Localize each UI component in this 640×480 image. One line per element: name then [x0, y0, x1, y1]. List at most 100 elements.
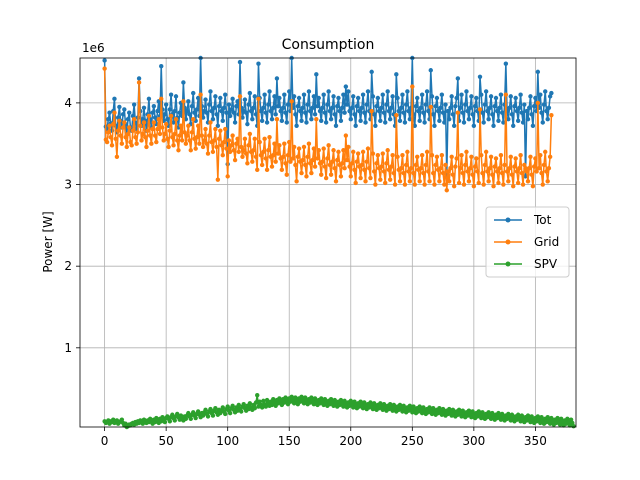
data-point-grid — [256, 96, 261, 102]
data-point-tot — [379, 105, 384, 111]
data-point-grid — [428, 104, 433, 110]
data-point-grid — [533, 156, 538, 161]
series-tot — [102, 55, 554, 179]
data-point-tot — [250, 117, 255, 122]
data-point-grid — [301, 144, 307, 150]
data-point-grid — [150, 126, 155, 132]
data-point-tot — [463, 102, 468, 107]
data-point-grid — [288, 159, 293, 164]
data-point-tot — [396, 108, 401, 114]
data-point-grid — [131, 117, 137, 122]
data-point-tot — [150, 110, 155, 115]
data-point-grid — [182, 130, 187, 135]
data-point-grid — [177, 133, 182, 138]
data-point-grid — [378, 177, 383, 182]
data-point-grid — [530, 183, 536, 189]
data-point-grid — [391, 170, 397, 176]
x-tick-label: 250 — [401, 434, 424, 448]
data-point-tot — [208, 89, 213, 94]
data-point-tot — [219, 108, 224, 114]
data-point-tot — [215, 123, 221, 128]
data-point-grid — [431, 170, 436, 176]
data-point-grid — [471, 183, 477, 189]
data-point-grid — [146, 113, 152, 119]
data-point-grid — [157, 131, 163, 137]
data-point-tot — [230, 96, 235, 102]
data-point-tot — [543, 89, 548, 94]
data-point-tot — [413, 103, 419, 109]
data-point-tot — [465, 108, 470, 114]
data-point-spv — [223, 411, 228, 417]
data-point-grid — [191, 117, 196, 122]
data-point-grid — [165, 136, 170, 142]
data-point-grid — [385, 148, 390, 153]
data-point-tot — [283, 110, 288, 115]
data-point-grid — [490, 172, 495, 177]
data-point-spv — [193, 415, 198, 421]
data-point-grid — [304, 174, 309, 179]
data-point-tot — [328, 117, 334, 122]
data-point-grid — [198, 92, 203, 97]
data-point-grid — [311, 146, 317, 151]
data-point-tot — [506, 117, 511, 122]
data-point-tot — [337, 108, 342, 114]
data-point-grid — [282, 141, 287, 146]
data-point-grid — [234, 141, 239, 146]
data-point-tot — [376, 108, 382, 114]
data-point-tot — [435, 108, 441, 114]
data-point-tot — [438, 105, 443, 111]
data-point-tot — [325, 102, 330, 107]
data-point-tot — [301, 92, 307, 97]
data-point-grid — [111, 121, 116, 127]
data-point-grid — [134, 141, 139, 146]
data-point-tot — [332, 112, 337, 117]
data-point-tot — [448, 105, 453, 111]
data-point-grid — [330, 159, 335, 164]
data-point-tot — [469, 94, 474, 99]
data-point-tot — [293, 112, 298, 117]
y-tick-label: 2 — [64, 259, 72, 273]
data-point-tot — [390, 94, 395, 99]
plot-frame — [79, 57, 577, 428]
legend-swatch-marker — [505, 261, 511, 267]
data-point-grid — [289, 99, 294, 104]
data-point-tot — [455, 76, 461, 81]
data-point-grid — [451, 183, 457, 189]
data-point-grid — [438, 166, 443, 171]
data-point-tot — [303, 110, 308, 115]
data-point-tot — [529, 112, 534, 117]
data-point-tot — [353, 123, 358, 128]
x-tick-label: 100 — [216, 434, 239, 448]
data-point-tot — [461, 120, 467, 125]
data-point-grid — [479, 152, 484, 158]
data-point-grid — [172, 131, 177, 137]
data-point-grid — [200, 144, 206, 150]
data-point-tot — [342, 110, 347, 115]
data-point-tot — [242, 97, 248, 102]
data-point-grid — [257, 139, 262, 145]
data-point-grid — [365, 146, 371, 151]
data-point-tot — [211, 105, 217, 111]
data-point-tot — [520, 120, 526, 125]
x-tick-label: 350 — [524, 434, 547, 448]
legend-label: SPV — [534, 257, 558, 271]
data-point-grid — [156, 117, 161, 122]
data-point-grid — [264, 167, 270, 173]
data-point-tot — [387, 117, 393, 122]
data-point-grid — [221, 139, 227, 145]
data-point-tot — [431, 112, 436, 117]
data-point-grid — [219, 143, 224, 148]
data-point-tot — [305, 102, 310, 107]
data-point-grid — [253, 154, 259, 159]
data-point-tot — [471, 123, 477, 128]
data-point-grid — [535, 100, 541, 106]
data-point-grid — [163, 121, 169, 127]
data-point-grid — [488, 154, 494, 159]
data-point-grid — [232, 157, 238, 163]
data-point-spv — [213, 406, 218, 411]
data-point-tot — [333, 123, 339, 128]
data-point-grid — [429, 152, 435, 158]
data-point-tot — [374, 103, 379, 109]
data-point-grid — [536, 166, 542, 171]
data-point-grid — [205, 151, 211, 156]
